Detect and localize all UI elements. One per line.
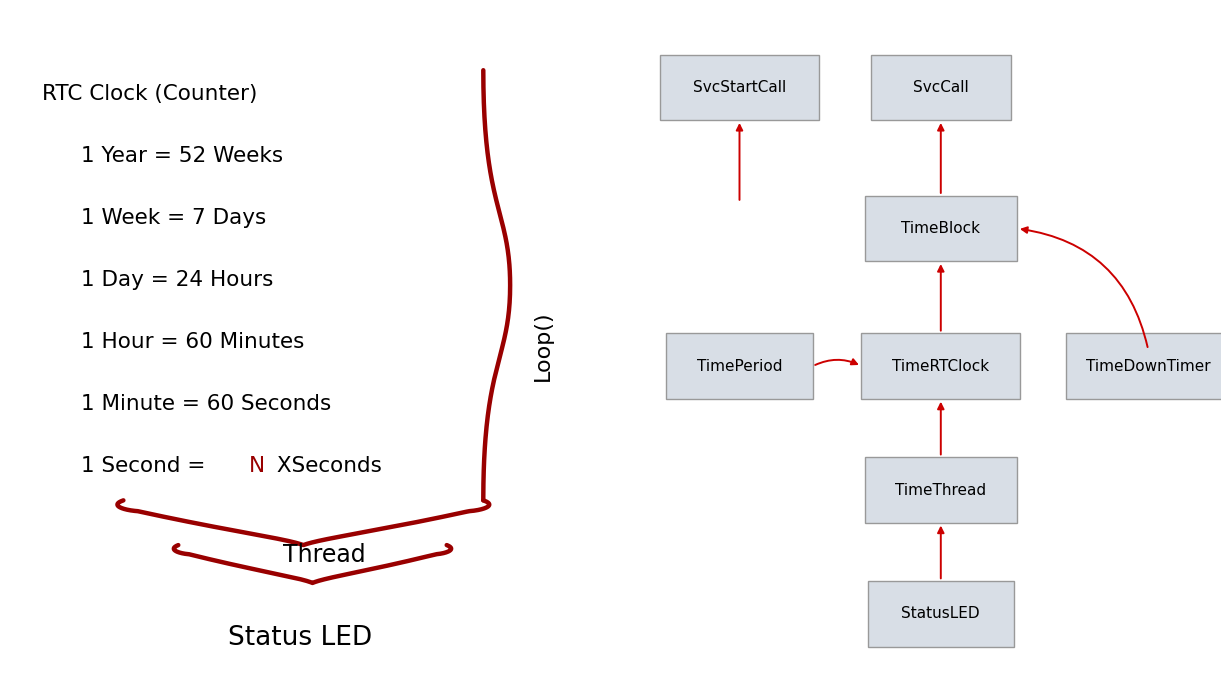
Text: TimeDownTimer: TimeDownTimer — [1086, 359, 1211, 374]
Text: TimePeriod: TimePeriod — [696, 359, 782, 374]
FancyBboxPatch shape — [661, 55, 819, 120]
Text: TimeThread: TimeThread — [895, 482, 986, 498]
Text: 1 Week = 7 Days: 1 Week = 7 Days — [81, 208, 266, 228]
FancyBboxPatch shape — [871, 55, 1011, 120]
FancyBboxPatch shape — [667, 334, 813, 399]
FancyBboxPatch shape — [862, 334, 1020, 399]
Text: RTC Clock (Counter): RTC Clock (Counter) — [42, 84, 257, 104]
FancyBboxPatch shape — [865, 196, 1017, 261]
FancyBboxPatch shape — [865, 457, 1017, 522]
Text: 1 Year = 52 Weeks: 1 Year = 52 Weeks — [81, 146, 282, 167]
Text: SvcCall: SvcCall — [912, 80, 969, 95]
Text: TimeRTClock: TimeRTClock — [893, 359, 990, 374]
Text: Thread: Thread — [284, 543, 366, 567]
Text: 1 Minute = 60 Seconds: 1 Minute = 60 Seconds — [81, 394, 330, 414]
Text: Status LED: Status LED — [228, 625, 372, 651]
Text: N: N — [249, 456, 265, 476]
Text: StatusLED: StatusLED — [901, 607, 980, 621]
Text: SvcStartCall: SvcStartCall — [693, 80, 786, 95]
FancyBboxPatch shape — [868, 581, 1014, 647]
Text: 1 Hour = 60 Minutes: 1 Hour = 60 Minutes — [81, 332, 305, 352]
Text: Loop(): Loop() — [533, 310, 553, 381]
Text: 1 Day = 24 Hours: 1 Day = 24 Hours — [81, 270, 273, 290]
Text: 1 Second =: 1 Second = — [81, 456, 212, 476]
Text: XSeconds: XSeconds — [270, 456, 382, 476]
Text: TimeBlock: TimeBlock — [901, 221, 980, 236]
FancyBboxPatch shape — [1066, 334, 1228, 399]
